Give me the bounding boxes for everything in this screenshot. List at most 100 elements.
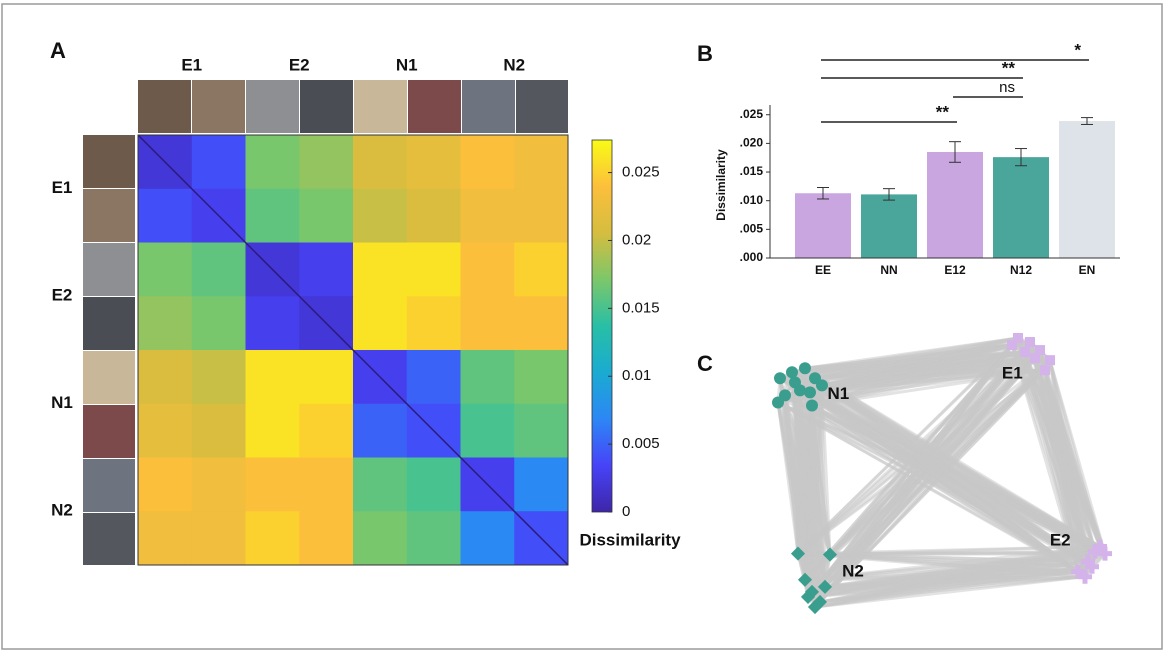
thumbnail (246, 80, 299, 133)
heatmap-cell (353, 296, 407, 350)
heatmap-cell (461, 243, 515, 297)
heatmap-cell (461, 404, 515, 458)
heatmap-cell (138, 243, 192, 297)
heatmap-cell (192, 243, 246, 297)
heatmap-cell (407, 135, 461, 189)
heatmap-cell (514, 135, 568, 189)
thumbnail (83, 297, 135, 350)
colorbar-tick-label: 0 (622, 503, 630, 520)
point (804, 386, 816, 398)
y-tick-label: .005 (740, 222, 764, 236)
heatmap-cell (246, 404, 300, 458)
thumbnail (300, 80, 353, 133)
heatmap-cell (407, 511, 461, 565)
heatmap-cell (353, 404, 407, 458)
heatmap-cell (299, 243, 353, 297)
heatmap-cell (514, 458, 568, 512)
panel-label: A (50, 38, 66, 63)
point (1025, 337, 1035, 347)
heatmap-cell (353, 243, 407, 297)
row-label: E1 (52, 178, 73, 197)
bar (993, 157, 1049, 258)
row-label: N1 (51, 393, 73, 412)
y-axis-label: Dissimilarity (714, 149, 728, 221)
bar (927, 152, 983, 258)
heatmap-cell (514, 404, 568, 458)
column-label: E1 (181, 55, 202, 74)
column-label: N1 (396, 55, 418, 74)
group-label: N1 (827, 384, 849, 403)
y-tick-label: .010 (740, 193, 764, 207)
significance-label: ** (936, 102, 950, 121)
thumbnail (83, 135, 135, 188)
heatmap-cell (461, 189, 515, 243)
heatmap-cell (246, 296, 300, 350)
group-label: E2 (1050, 531, 1071, 550)
thumbnail (192, 80, 245, 133)
heatmap-cell (299, 189, 353, 243)
heatmap-cell (407, 458, 461, 512)
connection-line (830, 554, 1105, 555)
heatmap-cell (407, 243, 461, 297)
heatmap-cell (138, 511, 192, 565)
thumbnail (83, 405, 135, 458)
column-label: E2 (289, 55, 310, 74)
row-label: N2 (51, 501, 73, 520)
thumbnail (138, 80, 191, 133)
point (1045, 355, 1055, 365)
thumbnail (83, 459, 135, 512)
heatmap-cell (192, 350, 246, 404)
point (774, 372, 786, 384)
y-tick-label: .015 (740, 164, 764, 178)
heatmap-cell (138, 404, 192, 458)
heatmap-cell (407, 189, 461, 243)
colorbar-tick-label: 0.005 (622, 435, 660, 452)
x-tick-label: N12 (1010, 263, 1032, 277)
heatmap-cell (299, 511, 353, 565)
heatmap-cell (407, 350, 461, 404)
point (816, 379, 828, 391)
heatmap-cell (353, 511, 407, 565)
point (1007, 340, 1017, 350)
bar (795, 193, 851, 258)
heatmap-cell (299, 458, 353, 512)
colorbar-tick-label: 0.025 (622, 164, 660, 181)
bar (1059, 121, 1115, 258)
panel-label: B (697, 41, 713, 66)
panel-label: C (697, 351, 713, 376)
heatmap-cell (353, 458, 407, 512)
heatmap-cell (514, 296, 568, 350)
y-tick-label: .020 (740, 136, 764, 150)
heatmap-cell (246, 135, 300, 189)
y-tick-label: .025 (740, 107, 764, 121)
point (772, 396, 784, 408)
heatmap-cell (246, 189, 300, 243)
heatmap-cell (138, 296, 192, 350)
thumbnail (354, 80, 407, 133)
heatmap-cell (461, 135, 515, 189)
heatmap-cell (299, 404, 353, 458)
heatmap-cell (353, 189, 407, 243)
point (789, 376, 801, 388)
significance-label: * (1074, 40, 1081, 59)
heatmap-cell (461, 511, 515, 565)
thumbnail (83, 351, 135, 404)
heatmap-cell (514, 350, 568, 404)
colorbar-tick-label: 0.01 (622, 367, 651, 384)
heatmap-cell (192, 458, 246, 512)
thumbnail (83, 243, 135, 296)
heatmap-cell (138, 458, 192, 512)
heatmap-cell (461, 350, 515, 404)
heatmap-cell (192, 511, 246, 565)
point (1030, 353, 1040, 363)
group-label: N2 (842, 562, 864, 581)
heatmap-cell (138, 350, 192, 404)
bar (861, 194, 917, 258)
thumbnail (408, 80, 461, 133)
colorbar (592, 140, 612, 512)
row-label: E2 (52, 286, 73, 305)
thumbnail (462, 80, 515, 133)
thumbnail (83, 513, 135, 565)
heatmap-cell (461, 296, 515, 350)
heatmap-cell (138, 189, 192, 243)
